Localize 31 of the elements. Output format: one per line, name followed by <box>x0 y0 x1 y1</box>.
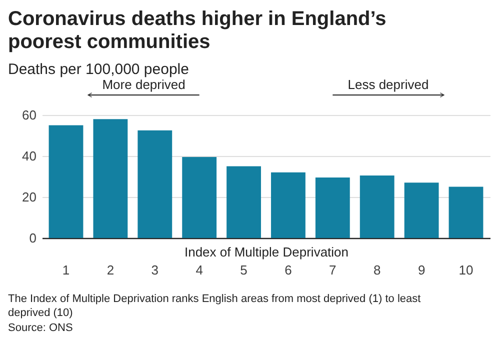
bar <box>226 166 261 238</box>
y-tick-label: 0 <box>29 230 36 246</box>
bar <box>271 172 306 238</box>
x-tick-label: 4 <box>196 262 203 278</box>
x-tick-label: 3 <box>151 262 159 278</box>
x-tick-label: 2 <box>106 262 114 278</box>
bar <box>360 175 394 238</box>
bar <box>448 186 484 238</box>
bar <box>315 178 350 238</box>
chart-title: Coronavirus deaths higher in England’s poorest communities <box>8 8 386 53</box>
x-tick-label: 8 <box>373 262 381 278</box>
source-note: Source: ONS <box>8 322 73 334</box>
x-tick-label: 5 <box>240 262 248 278</box>
text: More deprived <box>102 77 186 92</box>
text: The Index of Multiple Deprivation ranks English areas from most deprived (1) to least deprived (10) <box>8 293 421 319</box>
text: Less deprived <box>348 77 429 92</box>
y-tick-label: 60 <box>22 108 36 122</box>
bar <box>404 182 439 238</box>
x-tick-label: 7 <box>329 262 336 278</box>
x-tick-label: 6 <box>284 262 292 278</box>
x-axis-title: Index of Multiple Deprivation <box>184 244 349 260</box>
y-tick-label: 20 <box>22 190 36 204</box>
y-tick-label: 40 <box>22 148 36 164</box>
bar <box>93 119 128 238</box>
bar <box>138 130 172 238</box>
bar <box>48 125 84 238</box>
bar <box>182 157 217 238</box>
x-tick-label: 10 <box>458 262 474 278</box>
chart-subtitle: Deaths per 100,000 people <box>8 61 189 78</box>
x-tick-label: 1 <box>62 262 70 278</box>
x-tick-label: 9 <box>418 262 426 278</box>
